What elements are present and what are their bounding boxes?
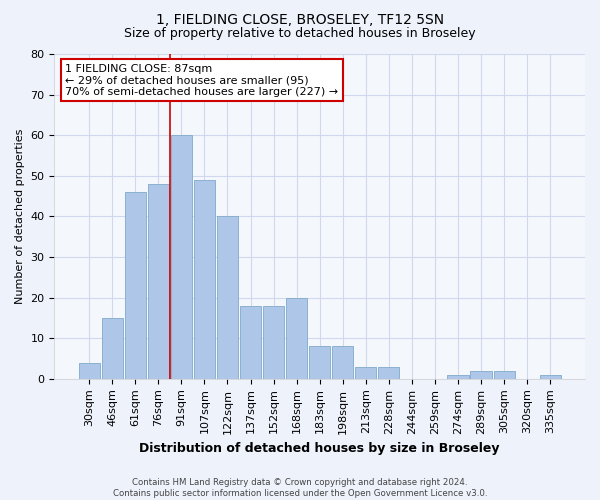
Bar bbox=[148, 184, 169, 379]
Text: Size of property relative to detached houses in Broseley: Size of property relative to detached ho… bbox=[124, 28, 476, 40]
Bar bbox=[470, 370, 492, 379]
Bar bbox=[79, 362, 100, 379]
Y-axis label: Number of detached properties: Number of detached properties bbox=[15, 128, 25, 304]
Bar bbox=[286, 298, 307, 379]
Bar bbox=[240, 306, 261, 379]
Text: 1 FIELDING CLOSE: 87sqm
← 29% of detached houses are smaller (95)
70% of semi-de: 1 FIELDING CLOSE: 87sqm ← 29% of detache… bbox=[65, 64, 338, 97]
Bar bbox=[101, 318, 123, 379]
Bar bbox=[355, 366, 376, 379]
X-axis label: Distribution of detached houses by size in Broseley: Distribution of detached houses by size … bbox=[139, 442, 500, 455]
Bar bbox=[194, 180, 215, 379]
Bar bbox=[539, 375, 561, 379]
Bar bbox=[217, 216, 238, 379]
Text: 1, FIELDING CLOSE, BROSELEY, TF12 5SN: 1, FIELDING CLOSE, BROSELEY, TF12 5SN bbox=[156, 12, 444, 26]
Bar bbox=[309, 346, 331, 379]
Bar bbox=[378, 366, 400, 379]
Bar bbox=[448, 375, 469, 379]
Text: Contains HM Land Registry data © Crown copyright and database right 2024.
Contai: Contains HM Land Registry data © Crown c… bbox=[113, 478, 487, 498]
Bar bbox=[125, 192, 146, 379]
Bar bbox=[332, 346, 353, 379]
Bar bbox=[494, 370, 515, 379]
Bar bbox=[171, 135, 192, 379]
Bar bbox=[263, 306, 284, 379]
